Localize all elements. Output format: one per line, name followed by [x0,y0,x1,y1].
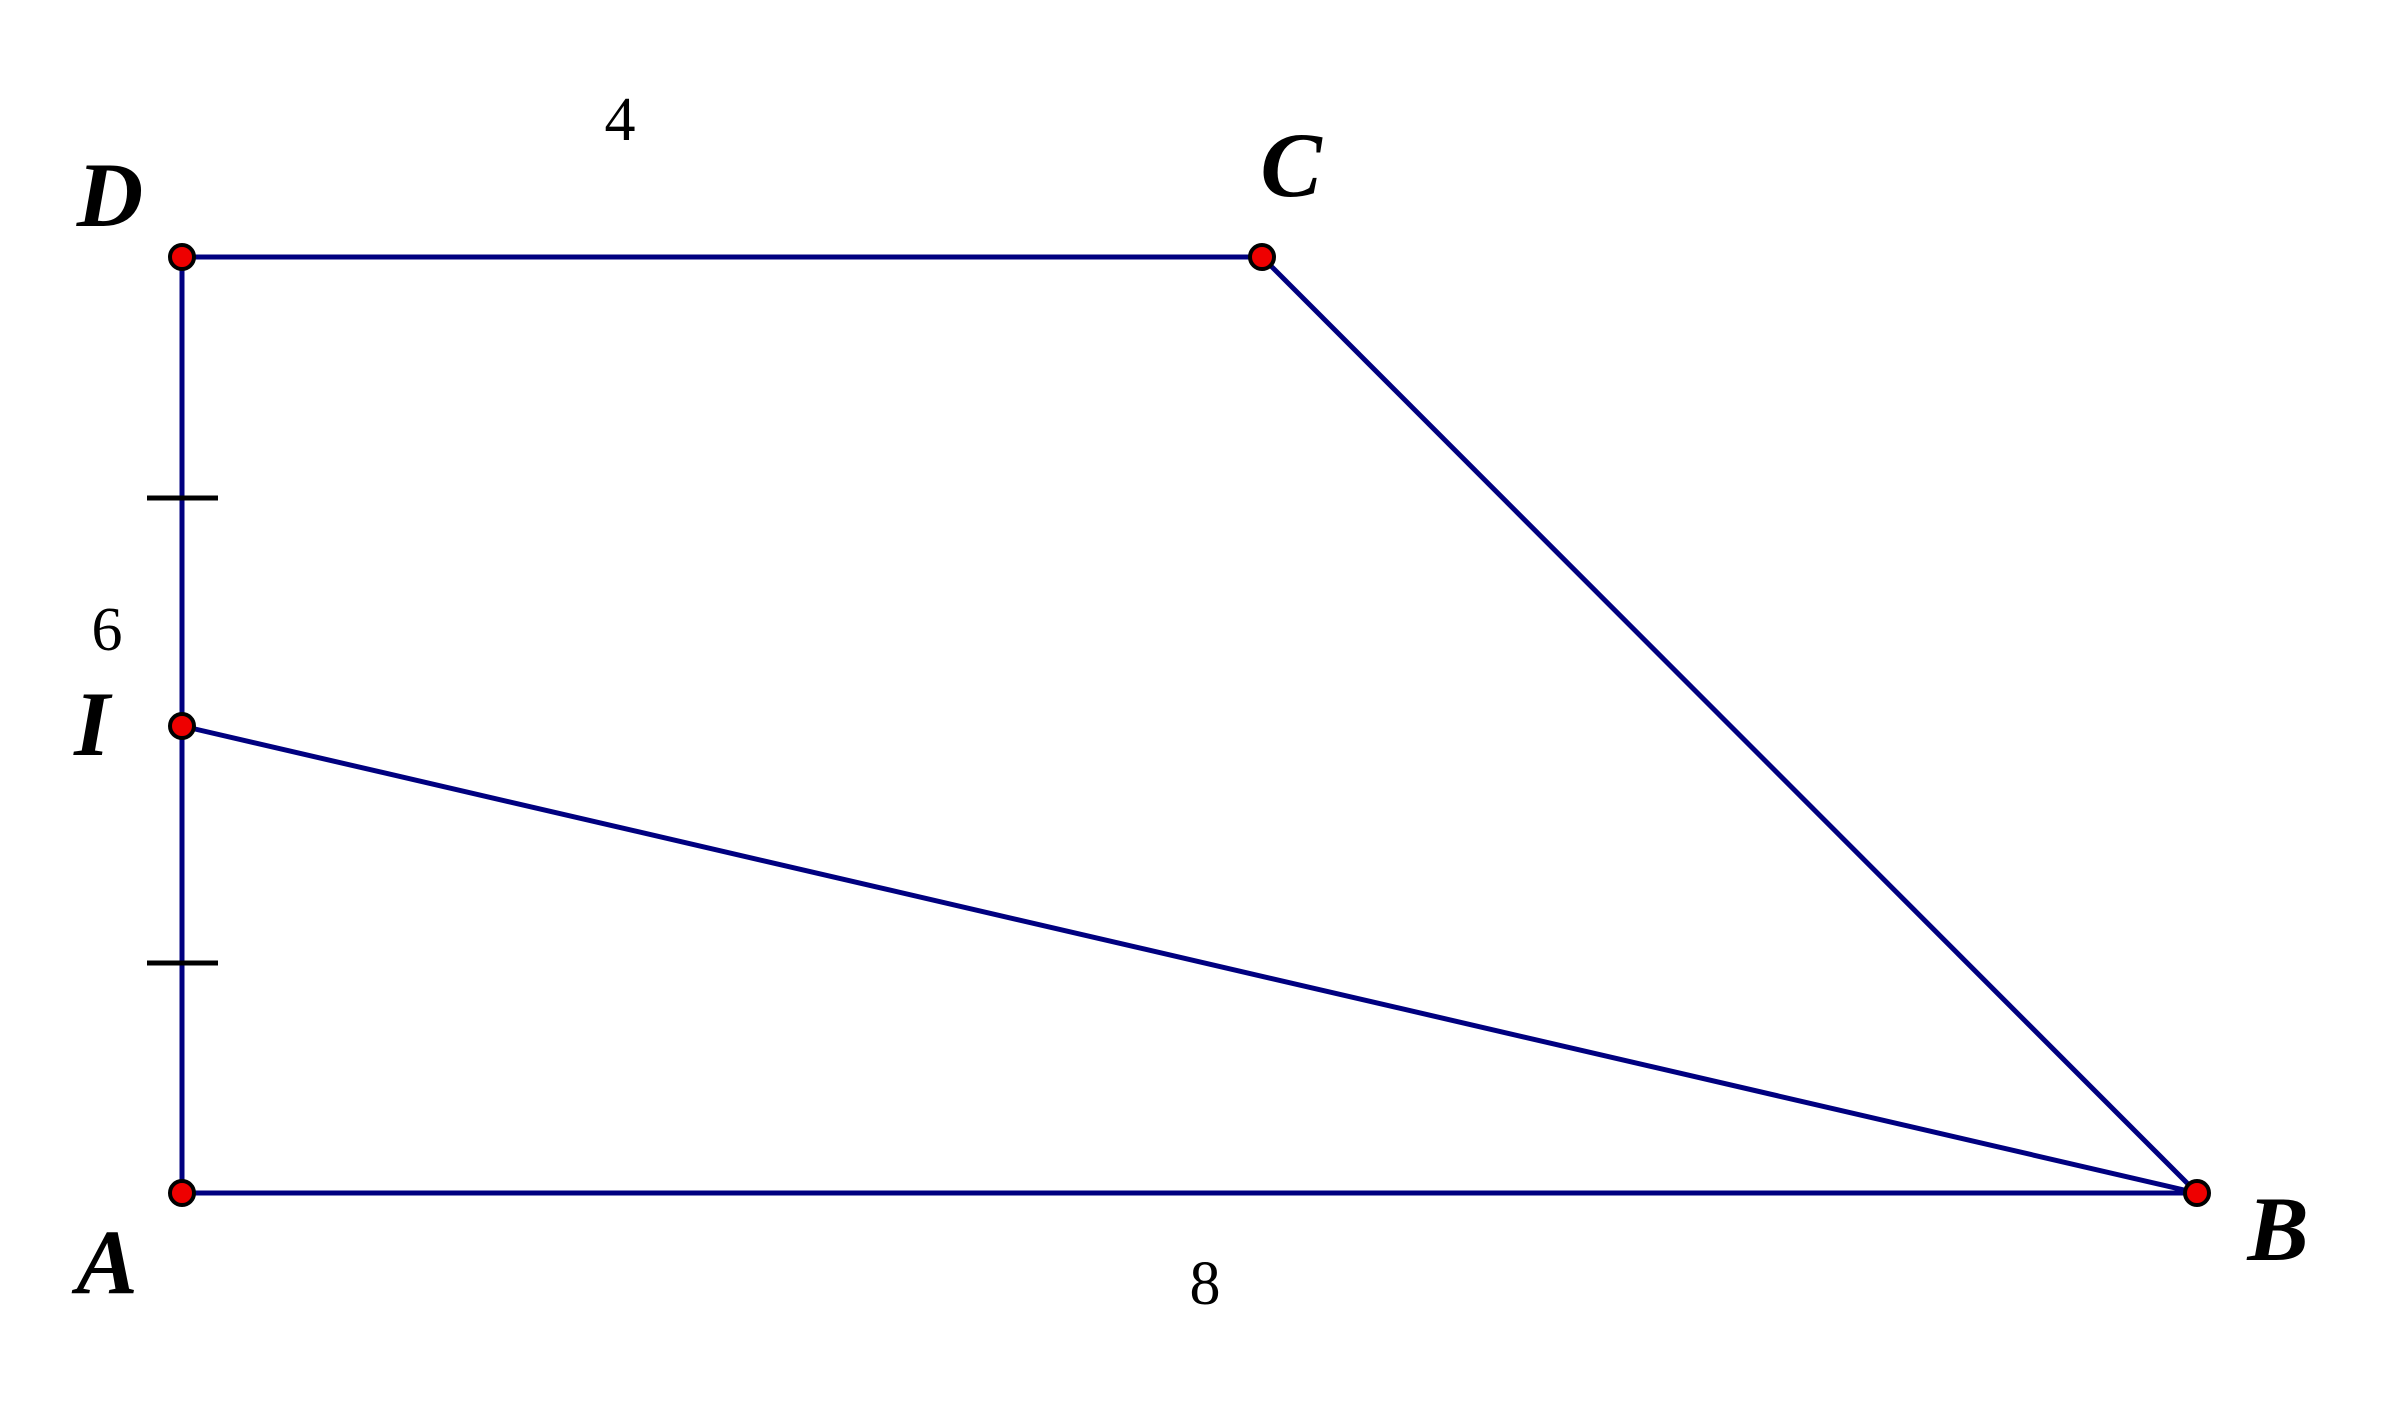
point-c [1248,243,1276,271]
point-label: C [1260,114,1323,216]
length-label: 6 [92,596,123,664]
segment-cb [1260,255,2199,1195]
point-label: A [71,1211,137,1313]
point-b [2183,1179,2211,1207]
point-i [168,712,196,740]
point-d [168,243,196,271]
point-label: B [2246,1178,2308,1280]
length-label: 4 [605,86,636,154]
length-label: 8 [1190,1250,1221,1318]
point-label: D [76,144,143,246]
point-label: I [73,673,113,775]
segment-ib [181,723,2198,1196]
point-a [168,1179,196,1207]
